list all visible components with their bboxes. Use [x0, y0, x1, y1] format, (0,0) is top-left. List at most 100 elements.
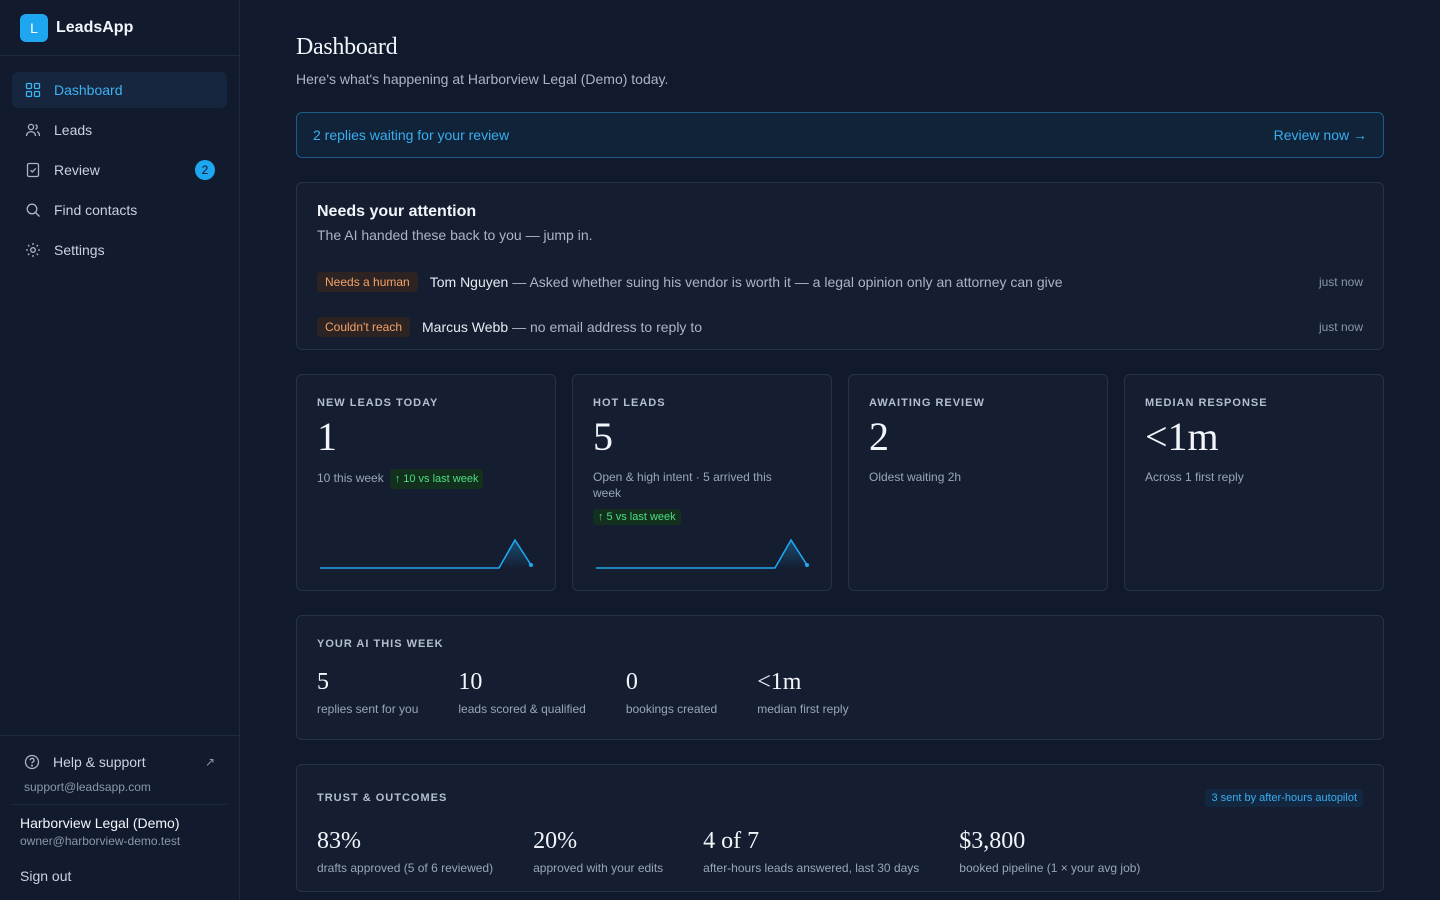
sidebar-item-dashboard[interactable]: Dashboard — [12, 72, 227, 108]
sidebar-item-label: Find contacts — [54, 202, 138, 218]
metric-label: approved with your edits — [533, 861, 664, 875]
sidebar: L LeadsApp Dashboard Leads Review 2 — [0, 0, 240, 900]
metric-row: 5 replies sent for you 10 leads scored &… — [317, 668, 1363, 716]
trust-header: TRUST & OUTCOMES 3 sent by after-hours a… — [317, 789, 1363, 807]
sidebar-item-label: Settings — [54, 242, 105, 258]
metric-value: 10 — [458, 669, 483, 695]
autopilot-link[interactable]: 3 sent by after-hours autopilot — [1205, 789, 1363, 807]
metric-value: 5 — [317, 669, 329, 695]
metric-value: 0 — [625, 669, 638, 695]
metric: 10 leads scored & qualified — [458, 668, 585, 716]
gear-icon — [24, 241, 42, 259]
metric-row: 83% drafts approved (5 of 6 reviewed) 20… — [317, 827, 1363, 875]
account-section: Harborview Legal (Demo) owner@harborview… — [12, 804, 227, 900]
lead-name: Tom Nguyen — [429, 274, 509, 290]
timestamp: just now — [1318, 275, 1363, 289]
metric-value: <1m — [757, 669, 802, 695]
main-content: Dashboard Here's what's happening at Har… — [296, 0, 1384, 892]
section-label: TRUST & OUTCOMES — [317, 792, 448, 804]
stat-value: 1 — [317, 414, 337, 459]
lead-description: — Asked whether suing his vendor is wort… — [512, 274, 1063, 290]
account-email: owner@harborview-demo.test — [20, 834, 181, 848]
stat-card-new-leads[interactable]: NEW LEADS TODAY 1 10 this week ↑ 10 vs la… — [296, 374, 556, 591]
status-tag: Needs a human — [317, 272, 418, 292]
sidebar-item-find-contacts[interactable]: Find contacts — [12, 192, 227, 228]
users-icon — [24, 121, 42, 139]
sidebar-item-review[interactable]: Review 2 — [12, 152, 227, 188]
metric-value: $3,800 — [959, 828, 1026, 854]
metric: 4 of 7 after-hours leads answered, last … — [703, 827, 919, 875]
stat-subtext: Across 1 first reply — [1145, 470, 1244, 484]
metric-value: 83% — [317, 828, 361, 854]
stat-label: AWAITING REVIEW — [869, 397, 985, 409]
stat-subtext: 10 this week ↑ 10 vs last week — [317, 469, 535, 489]
attention-card: Needs your attention The AI handed these… — [296, 182, 1384, 350]
sparkline — [320, 538, 533, 569]
sparkline — [596, 538, 809, 569]
search-icon — [24, 201, 42, 219]
sidebar-nav: Dashboard Leads Review 2 Find contacts — [0, 56, 239, 268]
attention-item[interactable]: Needs a human Tom Nguyen — Asked whether… — [317, 271, 1363, 293]
brand-logo: L — [20, 13, 48, 42]
sign-out-button[interactable]: Sign out — [20, 868, 72, 884]
attention-subtitle: The AI handed these back to you — jump i… — [317, 227, 593, 243]
stat-subtext: Oldest waiting 2h — [869, 470, 962, 484]
stat-sub-text: 10 this week — [317, 471, 384, 485]
timestamp: just now — [1318, 320, 1363, 334]
attention-title: Needs your attention — [317, 203, 477, 220]
metric-label: leads scored & qualified — [458, 702, 586, 716]
metric-label: median first reply — [757, 702, 849, 716]
stat-subtext: Open & high intent · 5 arrived this week — [593, 470, 772, 500]
stats-row: NEW LEADS TODAY 1 10 this week ↑ 10 vs la… — [296, 374, 1384, 591]
trust-outcomes-card: TRUST & OUTCOMES 3 sent by after-hours a… — [296, 764, 1384, 892]
metric-label: booked pipeline (1 × your avg job) — [959, 861, 1141, 875]
sidebar-item-label: Review — [54, 162, 100, 178]
metric-label: bookings created — [625, 702, 718, 716]
delta-badge: ↑ 10 vs last week — [389, 469, 484, 489]
metric: <1m median first reply — [757, 668, 848, 716]
review-now-link[interactable]: Review now → — [1273, 127, 1367, 143]
metric-value: 4 of 7 — [703, 828, 760, 854]
stat-card-hot-leads[interactable]: HOT LEADS 5 Open & high intent · 5 arriv… — [572, 374, 832, 591]
status-tag: Couldn't reach — [317, 317, 411, 337]
metric: 5 replies sent for you — [317, 668, 418, 716]
delta-badge: ↑ 5 vs last week — [593, 509, 681, 525]
stat-value: 5 — [593, 414, 613, 459]
review-count-badge: 2 — [195, 160, 215, 180]
sidebar-item-label: Leads — [54, 122, 93, 138]
metric: 83% drafts approved (5 of 6 reviewed) — [317, 827, 493, 875]
sidebar-footer: Help & support ↗ support@leadsapp.com Ha… — [0, 735, 239, 900]
help-label: Help & support — [53, 754, 146, 770]
metric: $3,800 booked pipeline (1 × your avg job… — [959, 827, 1140, 875]
grid-icon — [24, 81, 42, 99]
account-name: Harborview Legal (Demo) — [20, 815, 180, 831]
stat-value: <1m — [1145, 414, 1219, 459]
sidebar-item-settings[interactable]: Settings — [12, 232, 227, 268]
brand[interactable]: L LeadsApp — [0, 0, 239, 56]
stat-label: NEW LEADS TODAY — [317, 397, 439, 409]
check-square-icon — [24, 161, 42, 179]
stat-card-median-response[interactable]: MEDIAN RESPONSE <1m Across 1 first reply — [1124, 374, 1384, 591]
review-banner[interactable]: 2 replies waiting for your review Review… — [296, 112, 1384, 158]
banner-text: 2 replies waiting for your review — [313, 127, 510, 143]
lead-name: Marcus Webb — [422, 319, 509, 335]
section-label: YOUR AI THIS WEEK — [317, 638, 444, 650]
help-support-link[interactable]: Help & support ↗ — [24, 754, 215, 770]
metric-value: 20% — [533, 828, 578, 854]
stat-card-awaiting-review[interactable]: AWAITING REVIEW 2 Oldest waiting 2h — [848, 374, 1108, 591]
brand-name: LeadsApp — [56, 18, 134, 36]
help-circle-icon — [24, 754, 40, 770]
stat-label: HOT LEADS — [593, 397, 666, 409]
attention-item[interactable]: Couldn't reach Marcus Webb — no email ad… — [317, 316, 1363, 338]
metric-label: drafts approved (5 of 6 reviewed) — [317, 861, 494, 875]
metric: 20% approved with your edits — [533, 827, 663, 875]
lead-description: — no email address to reply to — [512, 319, 702, 335]
metric-label: after-hours leads answered, last 30 days — [703, 861, 920, 875]
stat-label: MEDIAN RESPONSE — [1145, 397, 1268, 409]
support-email[interactable]: support@leadsapp.com — [24, 780, 151, 794]
sidebar-item-label: Dashboard — [54, 82, 123, 98]
metric-label: replies sent for you — [317, 702, 419, 716]
sidebar-item-leads[interactable]: Leads — [12, 112, 227, 148]
ai-this-week-card: YOUR AI THIS WEEK 5 replies sent for you… — [296, 615, 1384, 740]
page-subtitle: Here's what's happening at Harborview Le… — [296, 71, 669, 87]
